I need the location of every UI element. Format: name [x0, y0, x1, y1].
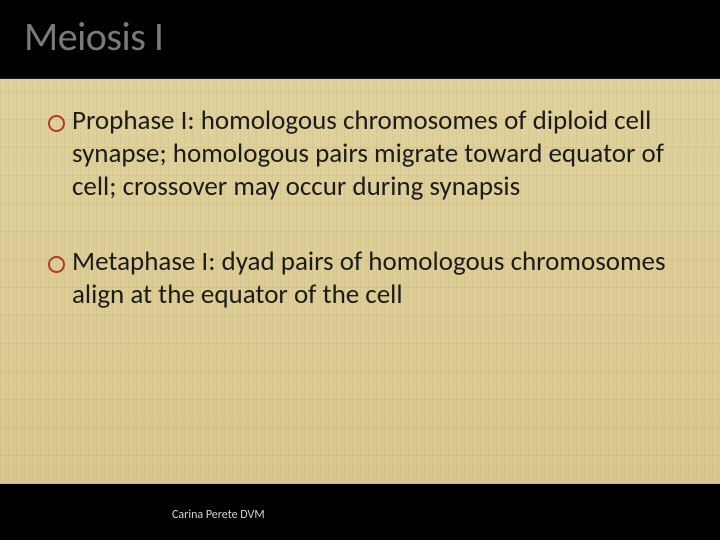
title-bar: Meiosis I: [0, 0, 720, 78]
content-area: Prophase I: homologous chromosomes of di…: [0, 78, 720, 484]
bullet-item: Metaphase I: dyad pairs of homologous ch…: [48, 246, 672, 312]
bullet-item: Prophase I: homologous chromosomes of di…: [48, 105, 672, 204]
slide-title: Meiosis I: [24, 12, 720, 61]
footer-bar: Carina Perete DVM: [0, 484, 720, 540]
bullet-text: Metaphase I: dyad pairs of homologous ch…: [72, 246, 672, 312]
footer-credit: Carina Perete DVM: [172, 508, 265, 522]
slide: Meiosis I Prophase I: homologous chromos…: [0, 0, 720, 540]
bullet-text: Prophase I: homologous chromosomes of di…: [72, 105, 672, 204]
